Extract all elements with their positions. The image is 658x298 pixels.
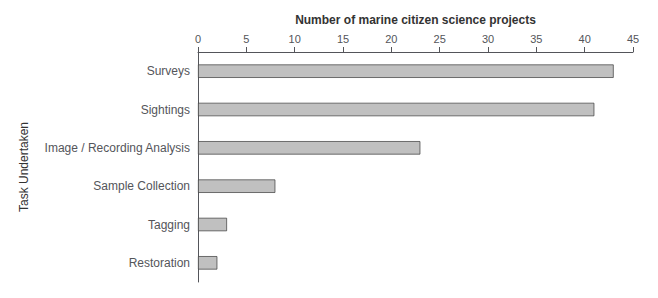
svg-text:25: 25 [434, 33, 446, 45]
svg-text:Tagging: Tagging [148, 218, 190, 232]
svg-text:35: 35 [530, 33, 542, 45]
svg-text:20: 20 [385, 33, 397, 45]
svg-text:Task Undertaken: Task Undertaken [17, 122, 31, 212]
svg-text:Surveys: Surveys [147, 64, 190, 78]
svg-text:30: 30 [482, 33, 494, 45]
svg-text:10: 10 [289, 33, 301, 45]
svg-text:Number of marine citizen scien: Number of marine citizen science project… [295, 13, 536, 27]
svg-text:5: 5 [243, 33, 249, 45]
svg-text:Sample Collection: Sample Collection [93, 179, 190, 193]
svg-text:40: 40 [579, 33, 591, 45]
svg-text:0: 0 [195, 33, 201, 45]
svg-text:Sightings: Sightings [141, 103, 190, 117]
svg-text:15: 15 [337, 33, 349, 45]
svg-text:Restoration: Restoration [129, 256, 190, 270]
svg-text:45: 45 [627, 33, 639, 45]
svg-text:Image / Recording Analysis: Image / Recording Analysis [45, 141, 190, 155]
